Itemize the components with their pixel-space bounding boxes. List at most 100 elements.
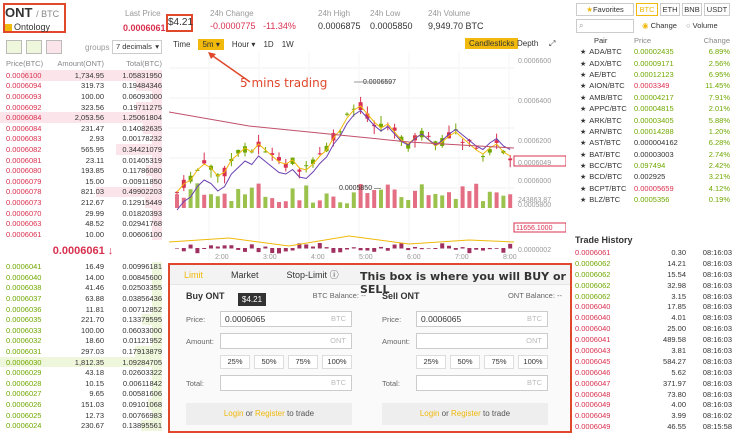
bid-row[interactable]: 0.0006041 16.49 0.00996181	[0, 261, 166, 273]
bid-row[interactable]: 0.0006033 100.00 0.06033000	[0, 325, 166, 336]
market-row[interactable]: ★ ADX/BTC 0.00009171 2.56%	[574, 57, 736, 68]
sell-login-link[interactable]: Login	[419, 409, 440, 418]
bid-row[interactable]: 0.0006025 12.73 0.00766983	[0, 409, 166, 421]
tab-btc[interactable]: BTC	[636, 3, 658, 16]
market-row[interactable]: ★ BAT/BTC 0.00003003 2.74%	[574, 149, 736, 160]
symbol-box[interactable]: ONT / BTC Ontology	[3, 3, 66, 33]
bid-row[interactable]: 0.0006032 18.60 0.01121952	[0, 335, 166, 347]
star-icon[interactable]: ★	[580, 71, 587, 79]
tab-5m[interactable]: 5m ▾	[198, 38, 224, 50]
ask-row[interactable]: 0.0006083 2.93 0.00178232	[0, 133, 166, 145]
volume-radio[interactable]: ○ Volume	[686, 21, 718, 30]
tab-1w[interactable]: 1W	[281, 39, 294, 49]
star-icon[interactable]: ★	[580, 83, 587, 91]
ask-row[interactable]: 0.0006093 100.00 0.06093000	[0, 91, 166, 102]
tab-favorites[interactable]: ★Favorites	[576, 3, 634, 16]
bid-row[interactable]: 0.0006024 230.67 0.13895561	[0, 420, 166, 431]
view-bids-button[interactable]	[26, 40, 42, 54]
ask-row[interactable]: 0.0006084 2,053.56 1.25061804	[0, 112, 166, 123]
market-row[interactable]: ★ ARK/BTC 0.00003405 5.88%	[574, 114, 736, 125]
star-icon[interactable]: ★	[580, 185, 587, 193]
sell-price-input[interactable]: 0.0006065 BTC	[416, 311, 548, 327]
ask-row[interactable]: 0.0006078 821.03 0.49902203	[0, 186, 166, 198]
market-search-input[interactable]: ⌕	[576, 19, 634, 33]
tab-hour[interactable]: Hour ▾	[231, 39, 256, 49]
ask-row[interactable]: 0.0006100 1,734.95 1.05831950	[0, 70, 166, 81]
market-row[interactable]: ★ APPC/BTC 0.00004815 2.01%	[574, 103, 736, 114]
ask-row[interactable]: 0.0006084 231.47 0.14082635	[0, 122, 166, 134]
bid-row[interactable]: 0.0006028 10.15 0.00611842	[0, 378, 166, 389]
star-icon[interactable]: ★	[580, 197, 587, 205]
ask-row[interactable]: 0.0006070 29.99 0.01820393	[0, 207, 166, 219]
candlesticks-tab[interactable]: Candlesticks	[465, 38, 519, 49]
market-row[interactable]: ★ BLZ/BTC 0.0005356 0.19%	[574, 194, 736, 205]
ask-row[interactable]: 0.0006079 15.00 0.00911850	[0, 175, 166, 187]
market-row[interactable]: ★ ARN/BTC 0.00014288 1.20%	[574, 126, 736, 137]
sell-100-button[interactable]: 100%	[518, 355, 548, 369]
ask-row[interactable]: 0.0006061 10.00 0.00606100	[0, 228, 166, 240]
tab-usdt[interactable]: USDT	[704, 3, 730, 16]
market-row[interactable]: ★ BCC/BTC 0.097494 2.42%	[574, 160, 736, 171]
ask-row[interactable]: 0.0006082 565.95 0.34421079	[0, 144, 166, 155]
tab-time[interactable]: Time	[173, 39, 191, 49]
view-asks-button[interactable]	[46, 40, 62, 54]
star-icon[interactable]: ★	[580, 49, 587, 57]
sell-25-button[interactable]: 25%	[416, 355, 446, 369]
bid-row[interactable]: 0.0006035 221.70 0.13379595	[0, 314, 166, 326]
buy-login-link[interactable]: Login	[223, 409, 244, 418]
buy-register-link[interactable]: Register	[254, 409, 285, 418]
buy-price-input[interactable]: 0.0006065 BTC	[220, 311, 352, 327]
buy-25-button[interactable]: 25%	[220, 355, 250, 369]
view-both-button[interactable]	[6, 40, 22, 54]
ask-row[interactable]: 0.0006073 212.67 0.12915449	[0, 197, 166, 208]
ask-row[interactable]: 0.0006063 48.52 0.02941768	[0, 218, 166, 229]
bid-row[interactable]: 0.0006030 1,812.35 1.09284705	[0, 356, 166, 368]
ask-row[interactable]: 0.0006092 323.56 0.19711275	[0, 101, 166, 113]
tab-limit[interactable]: Limit	[184, 269, 204, 280]
star-icon[interactable]: ★	[580, 174, 587, 182]
sell-amount-input[interactable]: ONT	[416, 333, 548, 349]
bid-row[interactable]: 0.0006031 297.03 0.17913879	[0, 346, 166, 357]
bid-row[interactable]: 0.0006040 14.00 0.00845600	[0, 272, 166, 283]
bid-row[interactable]: 0.0006029 43.18 0.02603322	[0, 367, 166, 379]
buy-100-button[interactable]: 100%	[322, 355, 352, 369]
sell-75-button[interactable]: 75%	[484, 355, 514, 369]
ask-row[interactable]: 0.0006081 23.11 0.01405319	[0, 154, 166, 166]
bid-row[interactable]: 0.0006026 151.03 0.09101068	[0, 399, 166, 410]
decimals-select[interactable]: 7 decimals ▾	[112, 40, 162, 54]
star-icon[interactable]: ★	[580, 151, 587, 159]
market-row[interactable]: ★ AST/BTC 0.000004162 6.28%	[574, 137, 736, 148]
star-icon[interactable]: ★	[580, 60, 587, 68]
market-row[interactable]: ★ BCPT/BTC 0.00005659 4.12%	[574, 183, 736, 194]
tab-1d[interactable]: 1D	[263, 39, 274, 49]
ask-row[interactable]: 0.0006094 319.73 0.19484346	[0, 80, 166, 92]
sell-total-input[interactable]: BTC	[416, 375, 548, 391]
market-row[interactable]: ★ BCD/BTC 0.002925 3.21%	[574, 171, 736, 182]
depth-tab[interactable]: Depth	[517, 39, 539, 48]
ask-row[interactable]: 0.0006080 193.85 0.11786080	[0, 165, 166, 176]
market-row[interactable]: ★ ADA/BTC 0.00002435 6.89%	[574, 46, 736, 57]
star-icon[interactable]: ★	[580, 117, 587, 125]
fullscreen-icon[interactable]: ⤢	[549, 39, 556, 48]
market-row[interactable]: ★ AMB/BTC 0.00004217 7.91%	[574, 92, 736, 103]
change-radio[interactable]: ◉ Change	[642, 21, 677, 30]
star-icon[interactable]: ★	[580, 163, 587, 171]
star-icon[interactable]: ★	[580, 128, 587, 136]
tab-bnb[interactable]: BNB	[682, 3, 702, 16]
sell-register-link[interactable]: Register	[450, 409, 481, 418]
buy-75-button[interactable]: 75%	[288, 355, 318, 369]
buy-total-input[interactable]: BTC	[220, 375, 352, 391]
market-row[interactable]: ★ AE/BTC 0.00012123 6.95%	[574, 69, 736, 80]
bid-row[interactable]: 0.0006037 63.88 0.03856436	[0, 293, 166, 304]
bid-row[interactable]: 0.0006027 9.65 0.00581606	[0, 388, 166, 400]
sell-50-button[interactable]: 50%	[450, 355, 480, 369]
tab-eth[interactable]: ETH	[660, 3, 680, 16]
bid-row[interactable]: 0.0006038 41.46 0.02503355	[0, 282, 166, 294]
star-icon[interactable]: ★	[580, 140, 587, 148]
tab-market[interactable]: Market	[231, 269, 259, 280]
buy-50-button[interactable]: 50%	[254, 355, 284, 369]
star-icon[interactable]: ★	[580, 106, 587, 114]
tab-stop-limit[interactable]: Stop-Limit ⓘ	[273, 268, 353, 281]
bid-row[interactable]: 0.0006036 11.81 0.00712852	[0, 303, 166, 315]
market-row[interactable]: ★ AION/BTC 0.0003349 11.45%	[574, 80, 736, 91]
